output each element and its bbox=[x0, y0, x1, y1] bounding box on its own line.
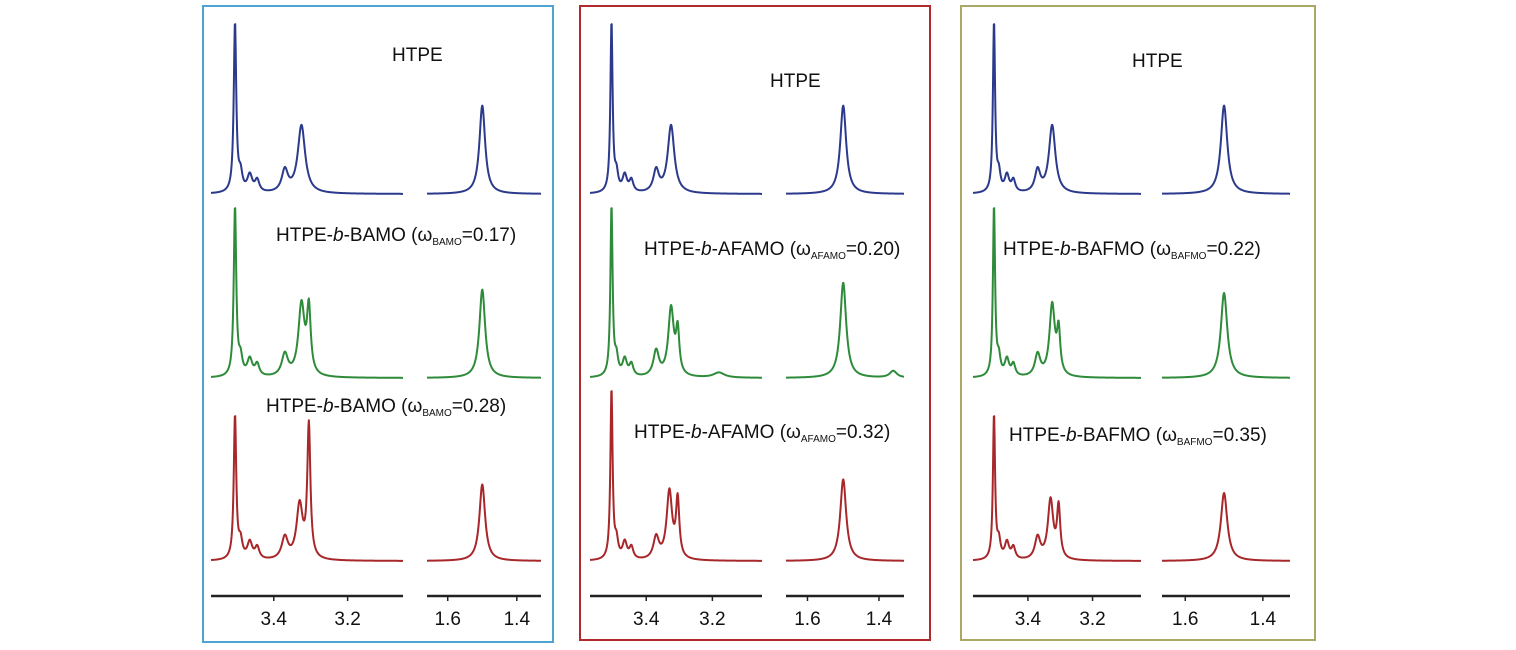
series-label-3: HTPE-b-BAFMO (ωBAFMO=0.35) bbox=[1009, 425, 1267, 448]
spectrum-trace-1-segment-2 bbox=[426, 104, 542, 195]
spectrum-panel-2: HTPE HTPE-b-AFAMO (ωAFAMO=0.20) HTPE-b-AFA… bbox=[579, 5, 931, 641]
spectrum-trace-1-segment-2 bbox=[1161, 104, 1291, 195]
x-tick-label: 1.4 bbox=[866, 609, 893, 630]
x-tick-label: 3.4 bbox=[261, 609, 288, 630]
spectrum-panel-3: HTPE HTPE-b-BAFMO (ωBAFMO=0.22) HTPE-b-BAF… bbox=[960, 5, 1316, 641]
series-label-2: HTPE-b-BAFMO (ωBAFMO=0.22) bbox=[1003, 239, 1261, 262]
x-tick-label: 3.2 bbox=[334, 609, 360, 630]
spectrum-trace-3-segment-2 bbox=[1161, 492, 1291, 562]
spectrum-trace-3-segment-1 bbox=[210, 415, 404, 562]
series-label-3: HTPE-b-BAMO (ωBAMO=0.28) bbox=[266, 396, 506, 419]
x-tick-label: 1.4 bbox=[504, 609, 531, 630]
series-label-2: HTPE-b-AFAMO (ωAFAMO=0.20) bbox=[644, 239, 900, 262]
spectrum-trace-3-segment-1 bbox=[972, 415, 1142, 562]
series-label-1: HTPE bbox=[1132, 51, 1183, 72]
spectrum-panel-1: HTPE HTPE-b-BAMO (ωBAMO=0.17) HTPE-b-BAMO … bbox=[202, 5, 554, 643]
series-label-3: HTPE-b-AFAMO (ωAFAMO=0.32) bbox=[634, 422, 890, 445]
panel-frame bbox=[960, 5, 1316, 641]
series-label-2: HTPE-b-BAMO (ωBAMO=0.17) bbox=[276, 225, 516, 248]
spectrum-trace-2-segment-2 bbox=[785, 281, 905, 379]
series-label-1: HTPE bbox=[392, 45, 443, 66]
x-tick-label: 1.4 bbox=[1250, 609, 1277, 630]
spectrum-trace-2-segment-1 bbox=[972, 207, 1142, 379]
x-tick-label: 3.2 bbox=[1079, 609, 1105, 630]
spectrum-trace-3-segment-2 bbox=[785, 478, 905, 562]
spectrum-trace-2-segment-2 bbox=[1161, 292, 1291, 379]
x-tick-label: 3.4 bbox=[1015, 609, 1042, 630]
panel-frame bbox=[579, 5, 931, 641]
spectrum-trace-3-segment-1 bbox=[589, 390, 763, 562]
spectrum-trace-1-segment-1 bbox=[589, 23, 763, 195]
spectrum-trace-2-segment-2 bbox=[426, 288, 542, 379]
series-label-1: HTPE bbox=[770, 71, 821, 92]
spectrum-trace-1-segment-1 bbox=[210, 23, 404, 195]
x-tick-label: 1.6 bbox=[1172, 609, 1198, 630]
x-tick-label: 1.6 bbox=[435, 609, 461, 630]
x-tick-label: 1.6 bbox=[794, 609, 820, 630]
x-tick-label: 3.4 bbox=[633, 609, 660, 630]
spectrum-trace-3-segment-2 bbox=[426, 483, 542, 562]
x-tick-label: 3.2 bbox=[699, 609, 725, 630]
panel-frame bbox=[202, 5, 554, 643]
spectrum-trace-2-segment-1 bbox=[589, 207, 763, 379]
spectrum-trace-2-segment-1 bbox=[210, 207, 404, 379]
spectrum-trace-1-segment-1 bbox=[972, 23, 1142, 195]
spectrum-trace-1-segment-2 bbox=[785, 104, 905, 195]
